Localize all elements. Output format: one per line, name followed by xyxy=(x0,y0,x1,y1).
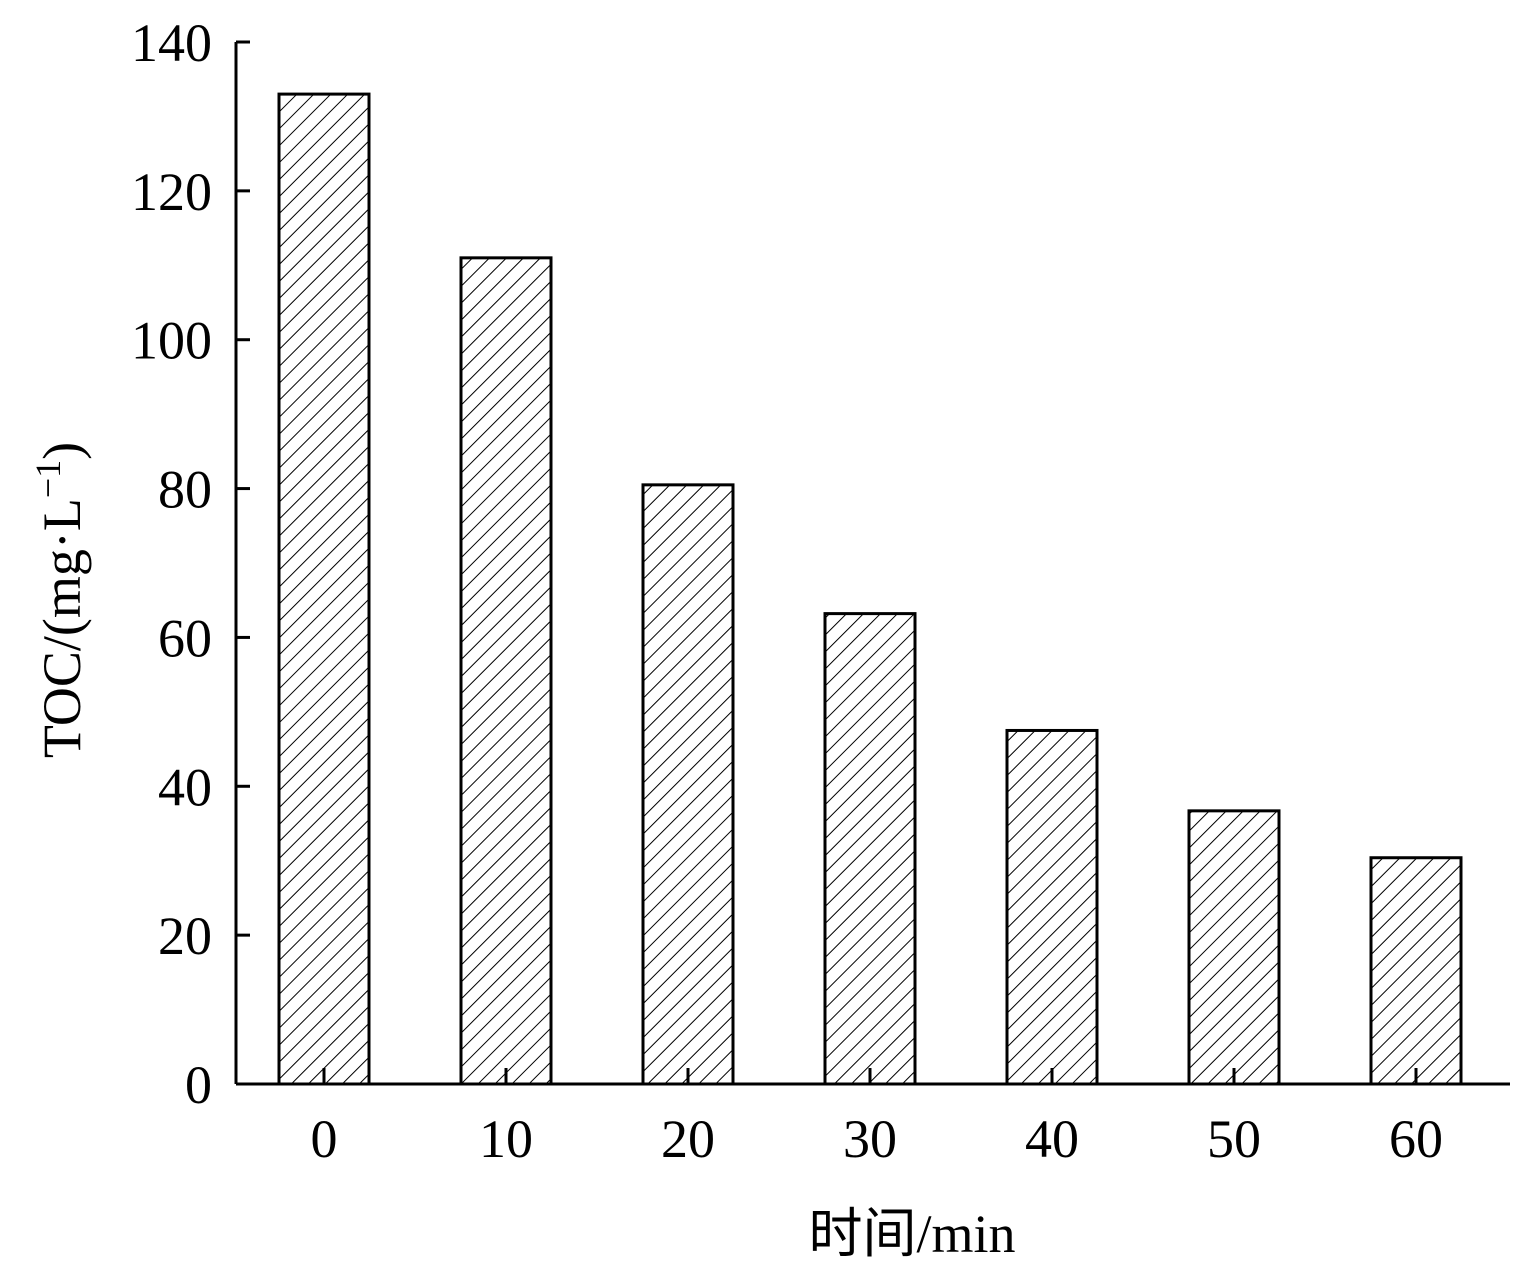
bar-60 xyxy=(1369,856,1463,1086)
bar-30 xyxy=(823,612,917,1086)
bar-0 xyxy=(277,92,371,1086)
x-tick-label-50: 50 xyxy=(1207,1109,1261,1169)
x-ticks-group: 0 10 20 30 40 50 60 xyxy=(311,1068,1443,1169)
y-ticks-group: 0 20 40 60 80 100 120 140 xyxy=(131,13,250,1115)
x-tick-label-20: 20 xyxy=(661,1109,715,1169)
y-axis-title: TOC/(mg·L−1) xyxy=(28,442,92,758)
bar-20 xyxy=(641,483,735,1086)
y-tick-label-80: 80 xyxy=(158,460,212,520)
y-tick-label-100: 100 xyxy=(131,311,212,371)
bar-50 xyxy=(1187,809,1281,1086)
x-tick-label-30: 30 xyxy=(843,1109,897,1169)
y-tick-label-40: 40 xyxy=(158,757,212,817)
x-tick-label-60: 60 xyxy=(1389,1109,1443,1169)
y-tick-label-20: 20 xyxy=(158,906,212,966)
y-axis-title-main: TOC/(mg·L xyxy=(32,498,92,758)
x-tick-label-10: 10 xyxy=(479,1109,533,1169)
y-axis-title-superscript: −1 xyxy=(28,460,68,498)
y-tick-label-0: 0 xyxy=(185,1055,212,1115)
bar-10 xyxy=(459,256,553,1086)
y-axis-title-close: ) xyxy=(32,442,92,460)
bars-group xyxy=(277,92,1463,1086)
x-tick-label-40: 40 xyxy=(1025,1109,1079,1169)
y-tick-label-60: 60 xyxy=(158,608,212,668)
x-tick-label-0: 0 xyxy=(311,1109,338,1169)
y-tick-label-120: 120 xyxy=(131,162,212,222)
bar-40 xyxy=(1005,728,1099,1086)
axes-group xyxy=(234,42,1510,1086)
y-tick-label-140: 140 xyxy=(131,13,212,73)
x-axis-title: 时间/min xyxy=(808,1204,1015,1264)
